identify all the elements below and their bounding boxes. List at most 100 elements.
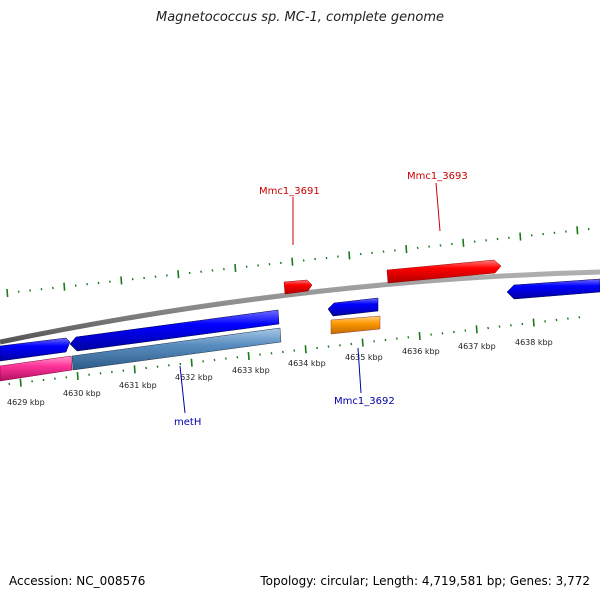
label-meth[interactable]: metH	[174, 417, 201, 428]
minor-tick	[316, 346, 319, 350]
gene-mmc1-3691[interactable]	[283, 279, 313, 295]
minor-tick	[336, 255, 339, 258]
gene-meth[interactable]	[71, 327, 282, 371]
minor-tick	[441, 332, 444, 335]
minor-tick	[393, 249, 396, 252]
major-tick	[291, 257, 294, 266]
minor-tick	[211, 269, 214, 272]
minor-tick	[544, 320, 547, 323]
tick-label: 4632 kbp	[175, 373, 213, 382]
genome-summary-text: Topology: circular; Length: 4,719,581 bp…	[260, 574, 590, 588]
minor-tick	[395, 337, 398, 340]
gene-mmc1-3692-blue[interactable]	[327, 297, 379, 317]
minor-tick	[131, 277, 134, 281]
minor-tick	[521, 322, 524, 326]
tick-label: 4635 kbp	[345, 353, 383, 362]
minor-tick	[268, 262, 271, 266]
minor-tick	[202, 360, 205, 363]
minor-tick	[327, 345, 330, 348]
gene-mmc1-3692-orange[interactable]	[330, 315, 381, 335]
minor-tick	[245, 265, 248, 268]
label-mmc1-3691[interactable]: Mmc1_3691	[259, 186, 320, 197]
label-mmc1-3693[interactable]: Mmc1_3693	[407, 171, 468, 182]
minor-tick	[40, 287, 43, 291]
minor-tick	[302, 259, 305, 262]
minor-tick	[430, 333, 433, 336]
minor-tick	[384, 338, 387, 342]
minor-tick	[156, 365, 159, 368]
minor-tick	[29, 289, 32, 292]
minor-tick	[350, 342, 353, 346]
minor-tick	[143, 276, 146, 280]
minor-tick	[587, 227, 590, 231]
minor-tick	[145, 366, 148, 370]
major-tick	[304, 345, 307, 354]
leader-mmc1-3692	[357, 347, 362, 394]
gene-reverse-long[interactable]	[69, 309, 280, 352]
minor-tick	[167, 364, 170, 367]
major-tick	[76, 371, 79, 381]
tick-label: 4633 kbp	[232, 366, 270, 375]
label-mmc1-3692[interactable]: Mmc1_3692	[334, 396, 395, 407]
minor-tick	[428, 245, 431, 248]
major-tick	[133, 365, 136, 374]
gene-mmc1-3693[interactable]	[386, 259, 502, 284]
lower-tick-ring	[8, 316, 581, 387]
leader-mmc1-3693	[435, 182, 441, 232]
minor-tick	[110, 370, 113, 374]
minor-tick	[108, 280, 111, 283]
genome-backbone	[0, 269, 600, 345]
minor-tick	[53, 377, 56, 380]
minor-tick	[371, 251, 374, 255]
minor-tick	[487, 326, 490, 330]
major-tick	[418, 331, 421, 341]
minor-tick	[281, 350, 284, 354]
minor-tick	[542, 232, 545, 236]
tick-label: 4631 kbp	[119, 381, 157, 390]
major-tick	[247, 351, 250, 361]
major-tick	[19, 378, 22, 387]
tick-label: 4637 kbp	[458, 342, 496, 351]
minor-tick	[382, 250, 385, 253]
minor-tick	[259, 353, 262, 356]
minor-tick	[257, 264, 260, 267]
tick-label: 4629 kbp	[7, 398, 45, 407]
minor-tick	[359, 252, 362, 256]
minor-tick	[97, 281, 100, 285]
minor-tick	[373, 340, 376, 343]
major-tick	[576, 226, 579, 235]
major-tick	[475, 325, 478, 334]
minor-tick	[566, 317, 569, 320]
gene-reverse-right[interactable]	[506, 278, 600, 300]
minor-tick	[74, 284, 77, 287]
minor-tick	[179, 362, 182, 366]
minor-tick	[578, 316, 581, 319]
major-tick	[63, 282, 66, 291]
minor-tick	[564, 230, 567, 233]
minor-tick	[8, 382, 11, 386]
minor-tick	[154, 275, 157, 278]
minor-tick	[222, 267, 225, 271]
minor-tick	[51, 286, 54, 290]
minor-tick	[498, 325, 501, 328]
tick-label: 4630 kbp	[63, 389, 101, 398]
gene-pink[interactable]	[0, 355, 73, 382]
gene-reverse-left[interactable]	[0, 337, 71, 362]
minor-tick	[509, 324, 512, 327]
minor-tick	[17, 290, 20, 293]
major-tick	[177, 270, 180, 279]
major-tick	[519, 232, 522, 241]
minor-tick	[473, 240, 476, 243]
minor-tick	[42, 378, 45, 382]
minor-tick	[122, 369, 125, 372]
major-tick	[190, 358, 193, 367]
tick-labels: 4629 kbp 4630 kbp 4631 kbp 4632 kbp 4633…	[7, 338, 553, 407]
minor-tick	[293, 349, 296, 352]
minor-tick	[165, 274, 168, 277]
minor-tick	[314, 257, 317, 261]
minor-tick	[439, 244, 442, 247]
minor-tick	[236, 356, 239, 359]
minor-tick	[452, 330, 455, 334]
major-tick	[462, 238, 465, 247]
